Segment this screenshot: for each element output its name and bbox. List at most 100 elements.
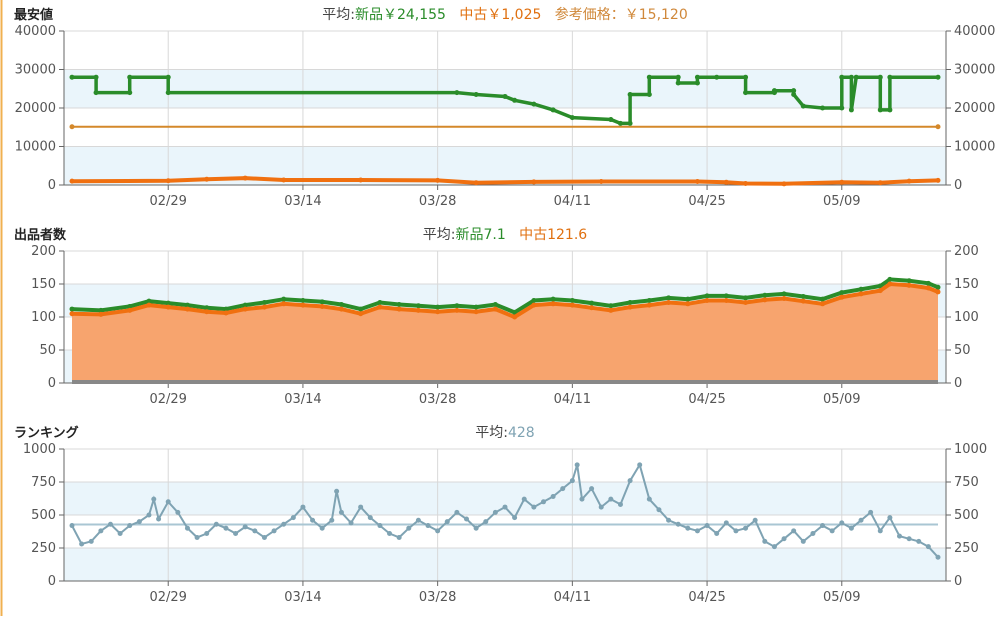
y-tick-label-left: 150 <box>31 277 56 292</box>
new-count-point <box>377 299 383 305</box>
used-price-point <box>242 175 248 181</box>
rank-point <box>492 509 498 515</box>
rank-point <box>415 517 421 523</box>
rank-point <box>569 478 575 484</box>
y-tick-label-left: 750 <box>31 475 56 490</box>
new-count-point <box>550 296 556 302</box>
used-price-point <box>598 179 604 185</box>
rank-point <box>117 530 123 536</box>
rank-point <box>608 496 614 502</box>
ref-price-point <box>935 124 941 130</box>
y-tick-label-left: 0 <box>48 574 56 589</box>
x-tick-label: 04/25 <box>688 194 725 209</box>
new-price-point <box>791 88 797 94</box>
rank-point <box>839 520 845 526</box>
used-price-point <box>839 179 845 185</box>
new-count-point <box>146 298 152 304</box>
used-count-point <box>98 311 104 317</box>
rank-point <box>521 496 527 502</box>
new-price-point <box>646 74 652 80</box>
rank-point <box>800 538 806 544</box>
new-count-point <box>281 296 287 302</box>
rank-point <box>79 541 85 547</box>
used-count-point <box>204 309 210 315</box>
rank-point <box>223 525 229 531</box>
rank-point <box>666 517 672 523</box>
avg-summary: 平均:428 <box>475 425 534 441</box>
rank-point <box>290 515 296 521</box>
used-count-point <box>906 282 912 288</box>
new-count-point <box>358 306 364 312</box>
rank-point <box>598 504 604 510</box>
rank-point <box>704 523 710 529</box>
new-price-point <box>743 74 749 80</box>
used-count-point <box>877 288 883 294</box>
used-count-point <box>858 291 864 297</box>
used-price-point <box>435 177 441 183</box>
used-count-point <box>704 298 710 303</box>
rank-point <box>358 504 364 510</box>
new-count-point <box>492 301 498 307</box>
series-rank-line <box>71 462 939 558</box>
rank-point <box>694 528 700 534</box>
x-tick-label: 04/11 <box>554 194 591 209</box>
new-price-point <box>839 105 845 111</box>
rank-point <box>820 523 826 529</box>
rank-point <box>550 494 556 500</box>
new-price-point <box>512 97 518 103</box>
new-count-point <box>204 305 210 311</box>
chart-1: 0 0 10000 10000 20000 20000 30000 30000 40000 400… <box>14 6 995 209</box>
used-count-point <box>589 305 595 311</box>
used-count-point <box>935 289 941 295</box>
rank-point <box>281 521 287 527</box>
rank-point <box>213 521 219 527</box>
new-count-point <box>396 301 402 307</box>
rank-point <box>271 528 277 534</box>
used-count-point <box>358 311 364 317</box>
rank-point <box>319 525 325 531</box>
rank-point <box>743 525 749 531</box>
new-price-point <box>127 90 133 96</box>
y-tick-label-right: 100 <box>954 310 979 325</box>
y-tick-label-left: 0 <box>48 376 56 391</box>
used-price-point <box>281 177 287 183</box>
new-count-point <box>242 302 248 308</box>
used-count-point <box>666 299 672 305</box>
rank-point <box>146 512 152 518</box>
rank-point <box>868 509 874 515</box>
x-tick-label: 05/09 <box>823 194 860 209</box>
new-price-point <box>771 88 777 94</box>
new-price-point <box>694 74 700 80</box>
rank-point <box>560 486 566 492</box>
rank-point <box>483 519 489 525</box>
y-tick-label-left: 10000 <box>15 140 56 155</box>
rank-point <box>261 534 267 540</box>
new-price-point <box>454 90 460 96</box>
y-tick-label-left: 200 <box>31 244 56 259</box>
new-count-point <box>531 298 537 303</box>
used-count-point <box>319 303 325 309</box>
rank-point <box>502 504 508 510</box>
plot-band <box>64 69 946 108</box>
used-count-point <box>781 296 787 302</box>
new-price-point <box>93 74 99 80</box>
new-price-point <box>627 92 633 98</box>
plot-band <box>64 548 946 581</box>
rank-point <box>540 499 546 505</box>
rank-point <box>252 528 258 534</box>
rank-point <box>887 515 893 521</box>
new-price-point <box>531 101 537 107</box>
x-tick-label: 03/14 <box>284 194 321 209</box>
used-count-point <box>492 306 498 312</box>
avg-ref: 参考価格：￥15,120 <box>541 6 687 23</box>
used-count-point <box>165 304 171 310</box>
new-price-point <box>617 120 623 126</box>
used-count-point <box>396 306 402 312</box>
y-tick-label-right: 40000 <box>954 24 995 39</box>
used-count-point <box>800 298 806 304</box>
x-tick-label: 03/28 <box>419 194 456 209</box>
y-tick-label-right: 150 <box>954 277 979 292</box>
new-price-point <box>791 92 797 98</box>
used-count-point <box>261 304 267 310</box>
